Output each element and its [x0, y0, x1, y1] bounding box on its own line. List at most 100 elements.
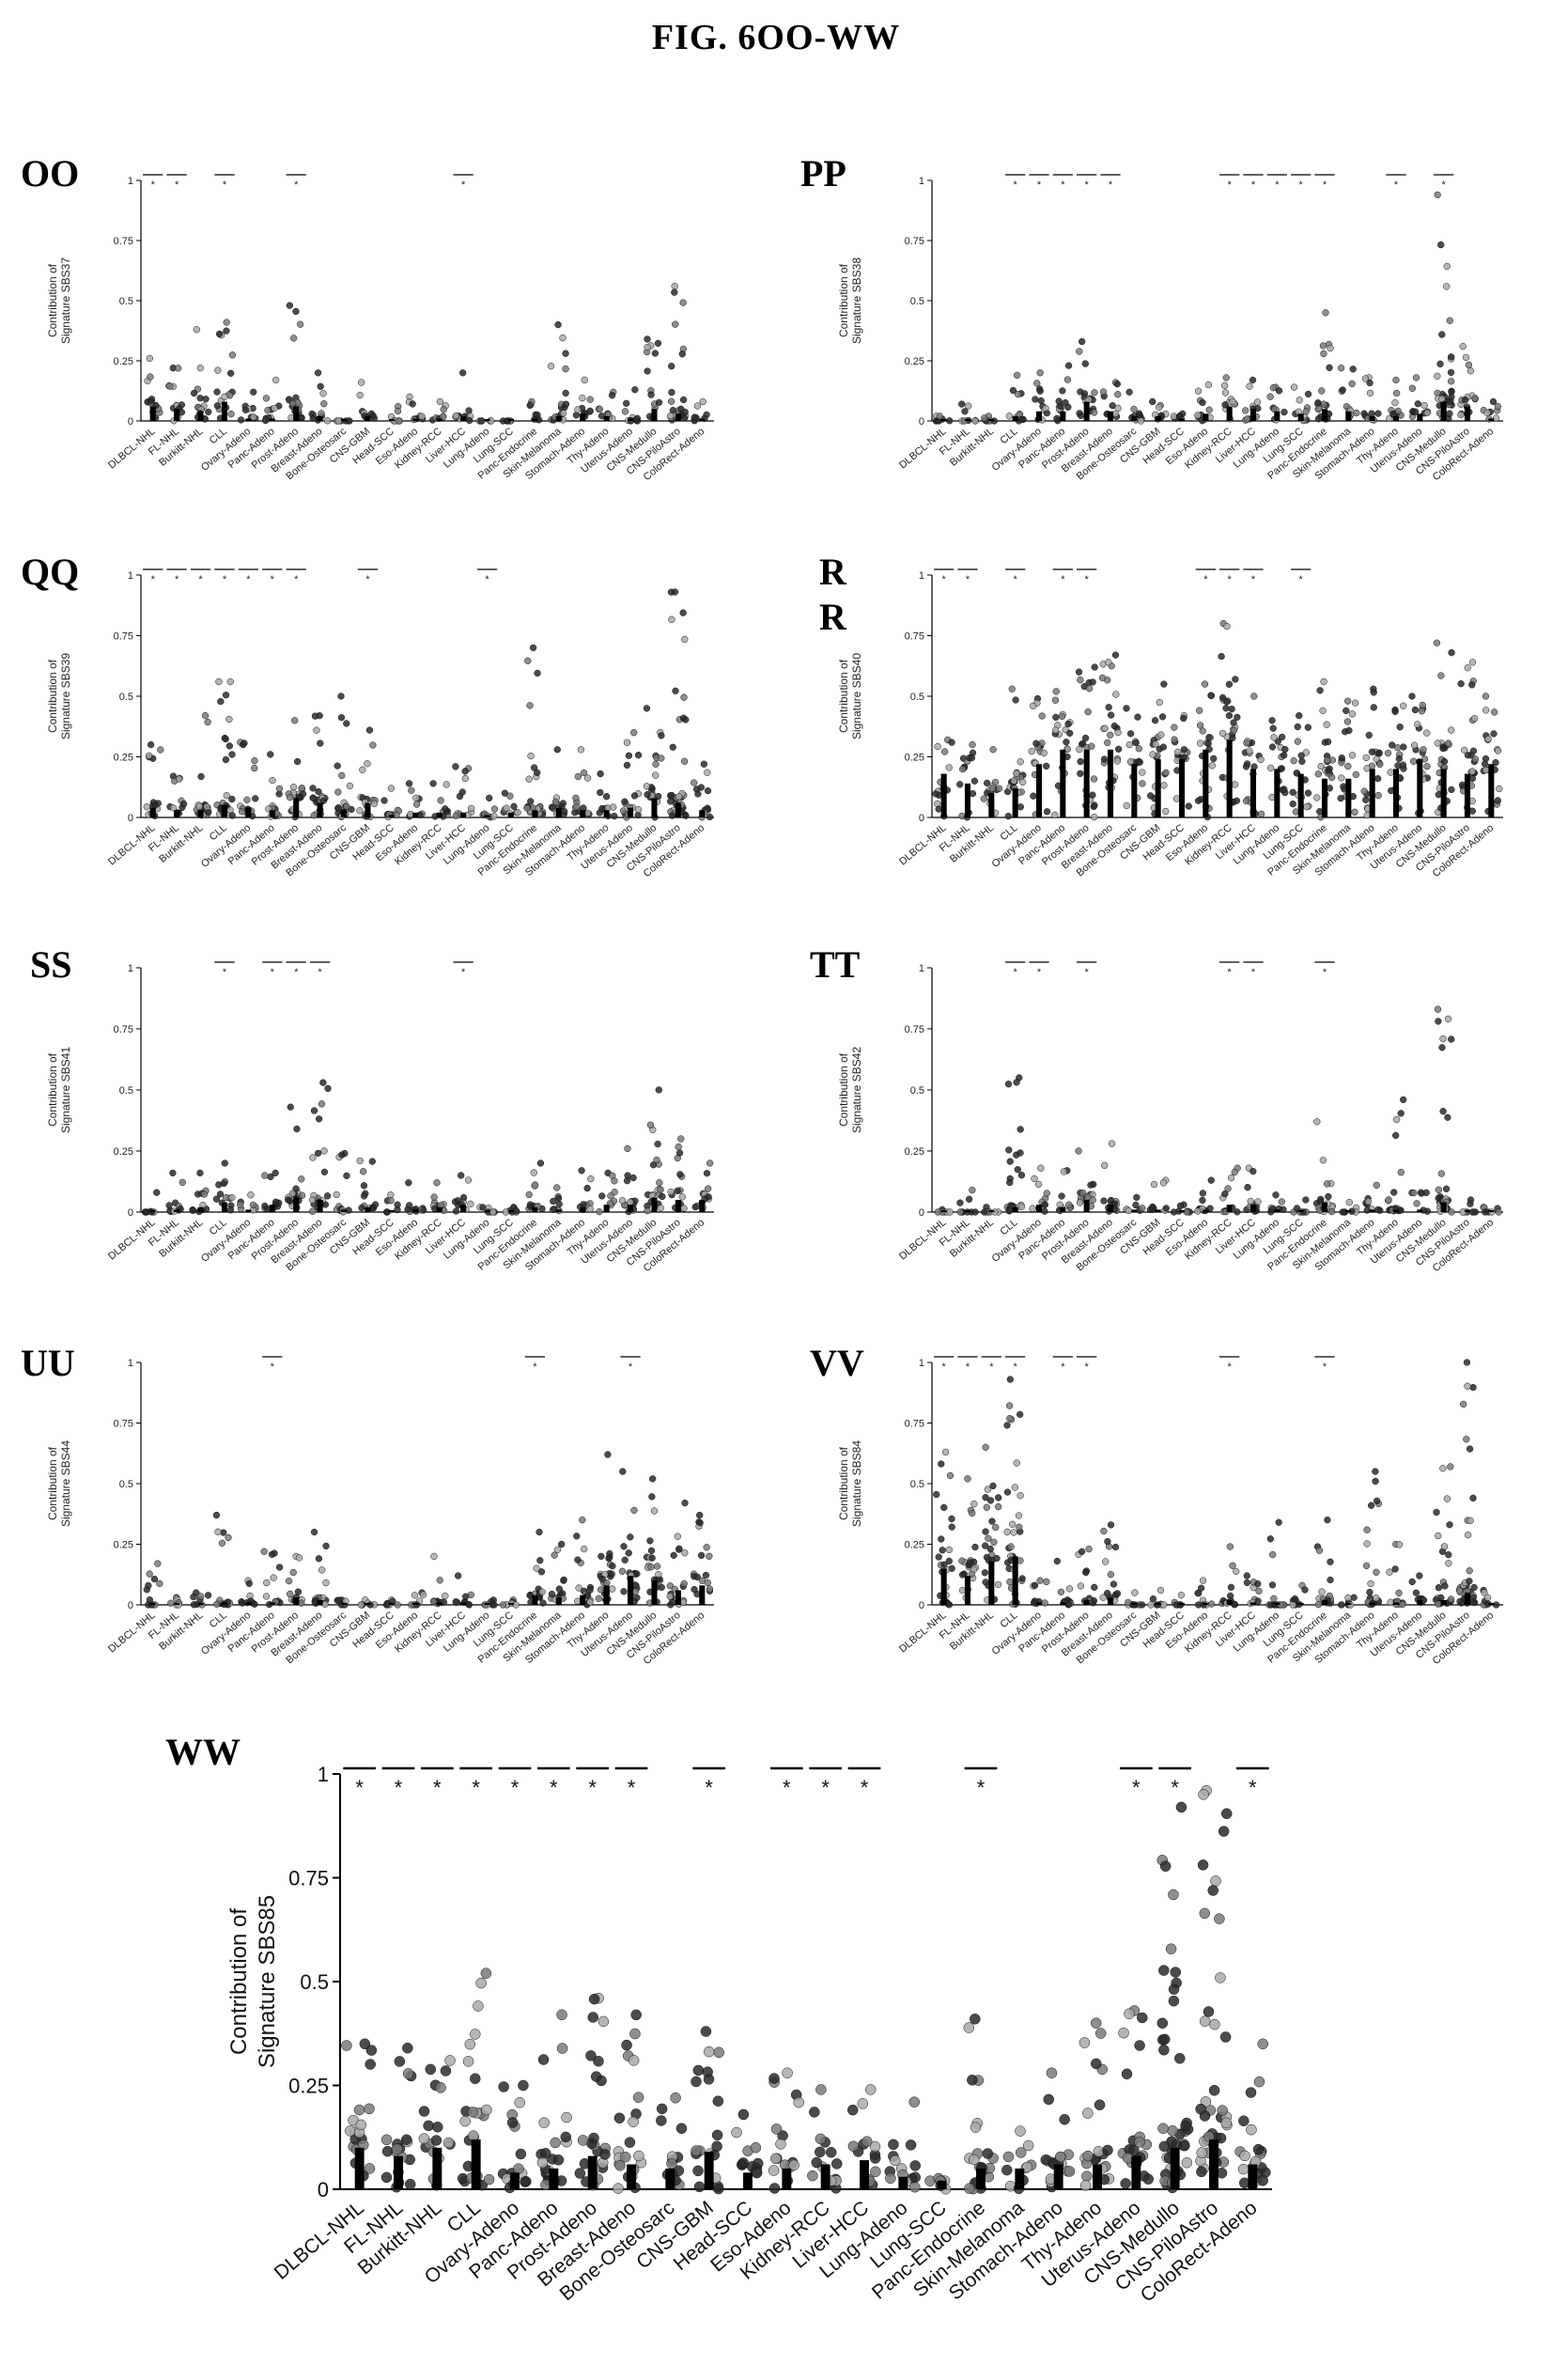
- data-point: [807, 2170, 818, 2182]
- data-point: [1257, 2038, 1268, 2050]
- data-point: [956, 1208, 964, 1216]
- data-point: [579, 1517, 586, 1524]
- data-point: [223, 1193, 230, 1202]
- median-bar: [1392, 1209, 1400, 1212]
- data-point: [529, 804, 537, 812]
- data-point: [1363, 811, 1371, 819]
- data-point: [1017, 1410, 1024, 1419]
- data-point: [1215, 1972, 1226, 1983]
- data-point: [1017, 1492, 1024, 1500]
- data-point: [1171, 723, 1178, 731]
- data-point: [681, 1499, 689, 1507]
- data-point: [1294, 738, 1302, 745]
- data-point: [587, 2012, 599, 2023]
- data-point: [696, 1519, 704, 1527]
- data-point: [190, 1593, 197, 1601]
- data-point: [1084, 708, 1092, 716]
- data-point: [1246, 2123, 1257, 2136]
- data-point: [815, 2146, 826, 2158]
- significance-star: *: [628, 1776, 636, 1799]
- data-point: [317, 382, 324, 390]
- data-point: [309, 414, 317, 422]
- data-point: [1323, 1180, 1331, 1188]
- data-point: [357, 1601, 365, 1609]
- data-point: [1463, 1436, 1470, 1443]
- data-point: [598, 1192, 606, 1200]
- data-point: [652, 760, 660, 768]
- data-point: [1058, 1192, 1065, 1200]
- data-point: [603, 1579, 611, 1587]
- data-point: [630, 729, 638, 737]
- median-bar: [1417, 1599, 1423, 1605]
- data-point: [1032, 739, 1040, 747]
- data-point: [212, 1195, 221, 1203]
- data-point: [1387, 769, 1394, 776]
- significance-star: *: [1132, 1776, 1141, 1799]
- data-point: [364, 760, 371, 768]
- data-point: [503, 804, 510, 812]
- data-point: [1014, 390, 1022, 398]
- data-point: [1134, 2137, 1145, 2148]
- data-point: [226, 677, 234, 686]
- data-point: [1041, 1599, 1048, 1607]
- data-point: [337, 692, 345, 700]
- data-point: [1019, 778, 1027, 786]
- data-point: [157, 746, 164, 754]
- data-point: [228, 351, 237, 359]
- significance-star: *: [511, 1776, 520, 1799]
- data-point: [967, 2075, 978, 2086]
- median-bar: [388, 1603, 395, 1605]
- y-tick-label: 0.75: [905, 236, 924, 247]
- data-point: [1058, 712, 1066, 721]
- data-point: [1297, 752, 1305, 759]
- data-point: [1373, 1181, 1380, 1190]
- data-point: [984, 779, 991, 787]
- data-point: [573, 1532, 581, 1540]
- median-bar: [507, 419, 515, 421]
- data-point: [627, 1198, 634, 1206]
- panel-label: PP: [800, 152, 846, 194]
- data-point: [411, 1592, 419, 1599]
- data-point: [971, 417, 979, 425]
- data-point: [1098, 674, 1107, 682]
- data-point: [1090, 2017, 1102, 2029]
- data-point: [146, 354, 153, 363]
- data-point: [334, 762, 341, 770]
- data-point: [1239, 2150, 1250, 2162]
- data-point: [490, 1601, 498, 1609]
- median-bar: [675, 1200, 681, 1212]
- data-point: [179, 801, 188, 808]
- data-point: [644, 791, 651, 799]
- data-point: [314, 369, 322, 377]
- significance-star: *: [198, 574, 203, 585]
- median-bar: [317, 1200, 323, 1212]
- data-point: [429, 1597, 438, 1606]
- median-bar: [651, 409, 658, 421]
- data-point: [272, 1198, 280, 1206]
- data-point: [369, 412, 377, 420]
- data-point: [968, 754, 976, 762]
- significance-star: *: [294, 967, 299, 978]
- data-point: [1413, 1200, 1420, 1207]
- data-point: [831, 2158, 843, 2170]
- data-point: [1313, 1118, 1321, 1126]
- data-point: [1326, 364, 1333, 371]
- data-point: [628, 2116, 639, 2127]
- data-point: [338, 1151, 346, 1159]
- median-bar: [988, 1561, 995, 1605]
- data-point: [1496, 785, 1503, 793]
- data-point: [430, 1552, 438, 1561]
- data-point: [429, 780, 437, 787]
- data-point: [1400, 1096, 1407, 1104]
- data-point: [238, 808, 246, 816]
- data-point: [1314, 415, 1323, 423]
- data-point: [1327, 345, 1334, 352]
- data-point: [226, 1206, 235, 1214]
- data-point: [970, 1501, 978, 1508]
- data-point: [770, 2123, 783, 2135]
- data-point: [1410, 1189, 1418, 1197]
- data-point: [498, 2081, 509, 2092]
- y-axis-label: Contribution of: [837, 1052, 850, 1127]
- y-tick-label: 0: [318, 2178, 329, 2201]
- y-tick-label: 1: [128, 1358, 133, 1369]
